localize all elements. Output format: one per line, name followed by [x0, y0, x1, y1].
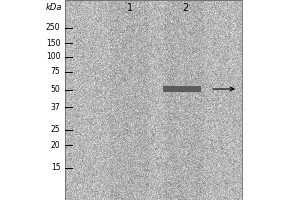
Bar — [163, 86, 201, 92]
Text: 250: 250 — [46, 23, 61, 32]
Text: 25: 25 — [51, 126, 61, 134]
Text: 2: 2 — [182, 3, 188, 13]
Bar — [65, 0, 242, 200]
Text: 15: 15 — [51, 163, 61, 172]
Text: 1: 1 — [127, 3, 133, 13]
Text: kDa: kDa — [46, 3, 62, 12]
Text: 50: 50 — [51, 85, 61, 94]
Text: 75: 75 — [51, 68, 61, 76]
Text: 20: 20 — [51, 140, 61, 149]
Text: 150: 150 — [46, 38, 61, 47]
Text: 37: 37 — [51, 102, 61, 112]
Text: 100: 100 — [46, 52, 61, 61]
